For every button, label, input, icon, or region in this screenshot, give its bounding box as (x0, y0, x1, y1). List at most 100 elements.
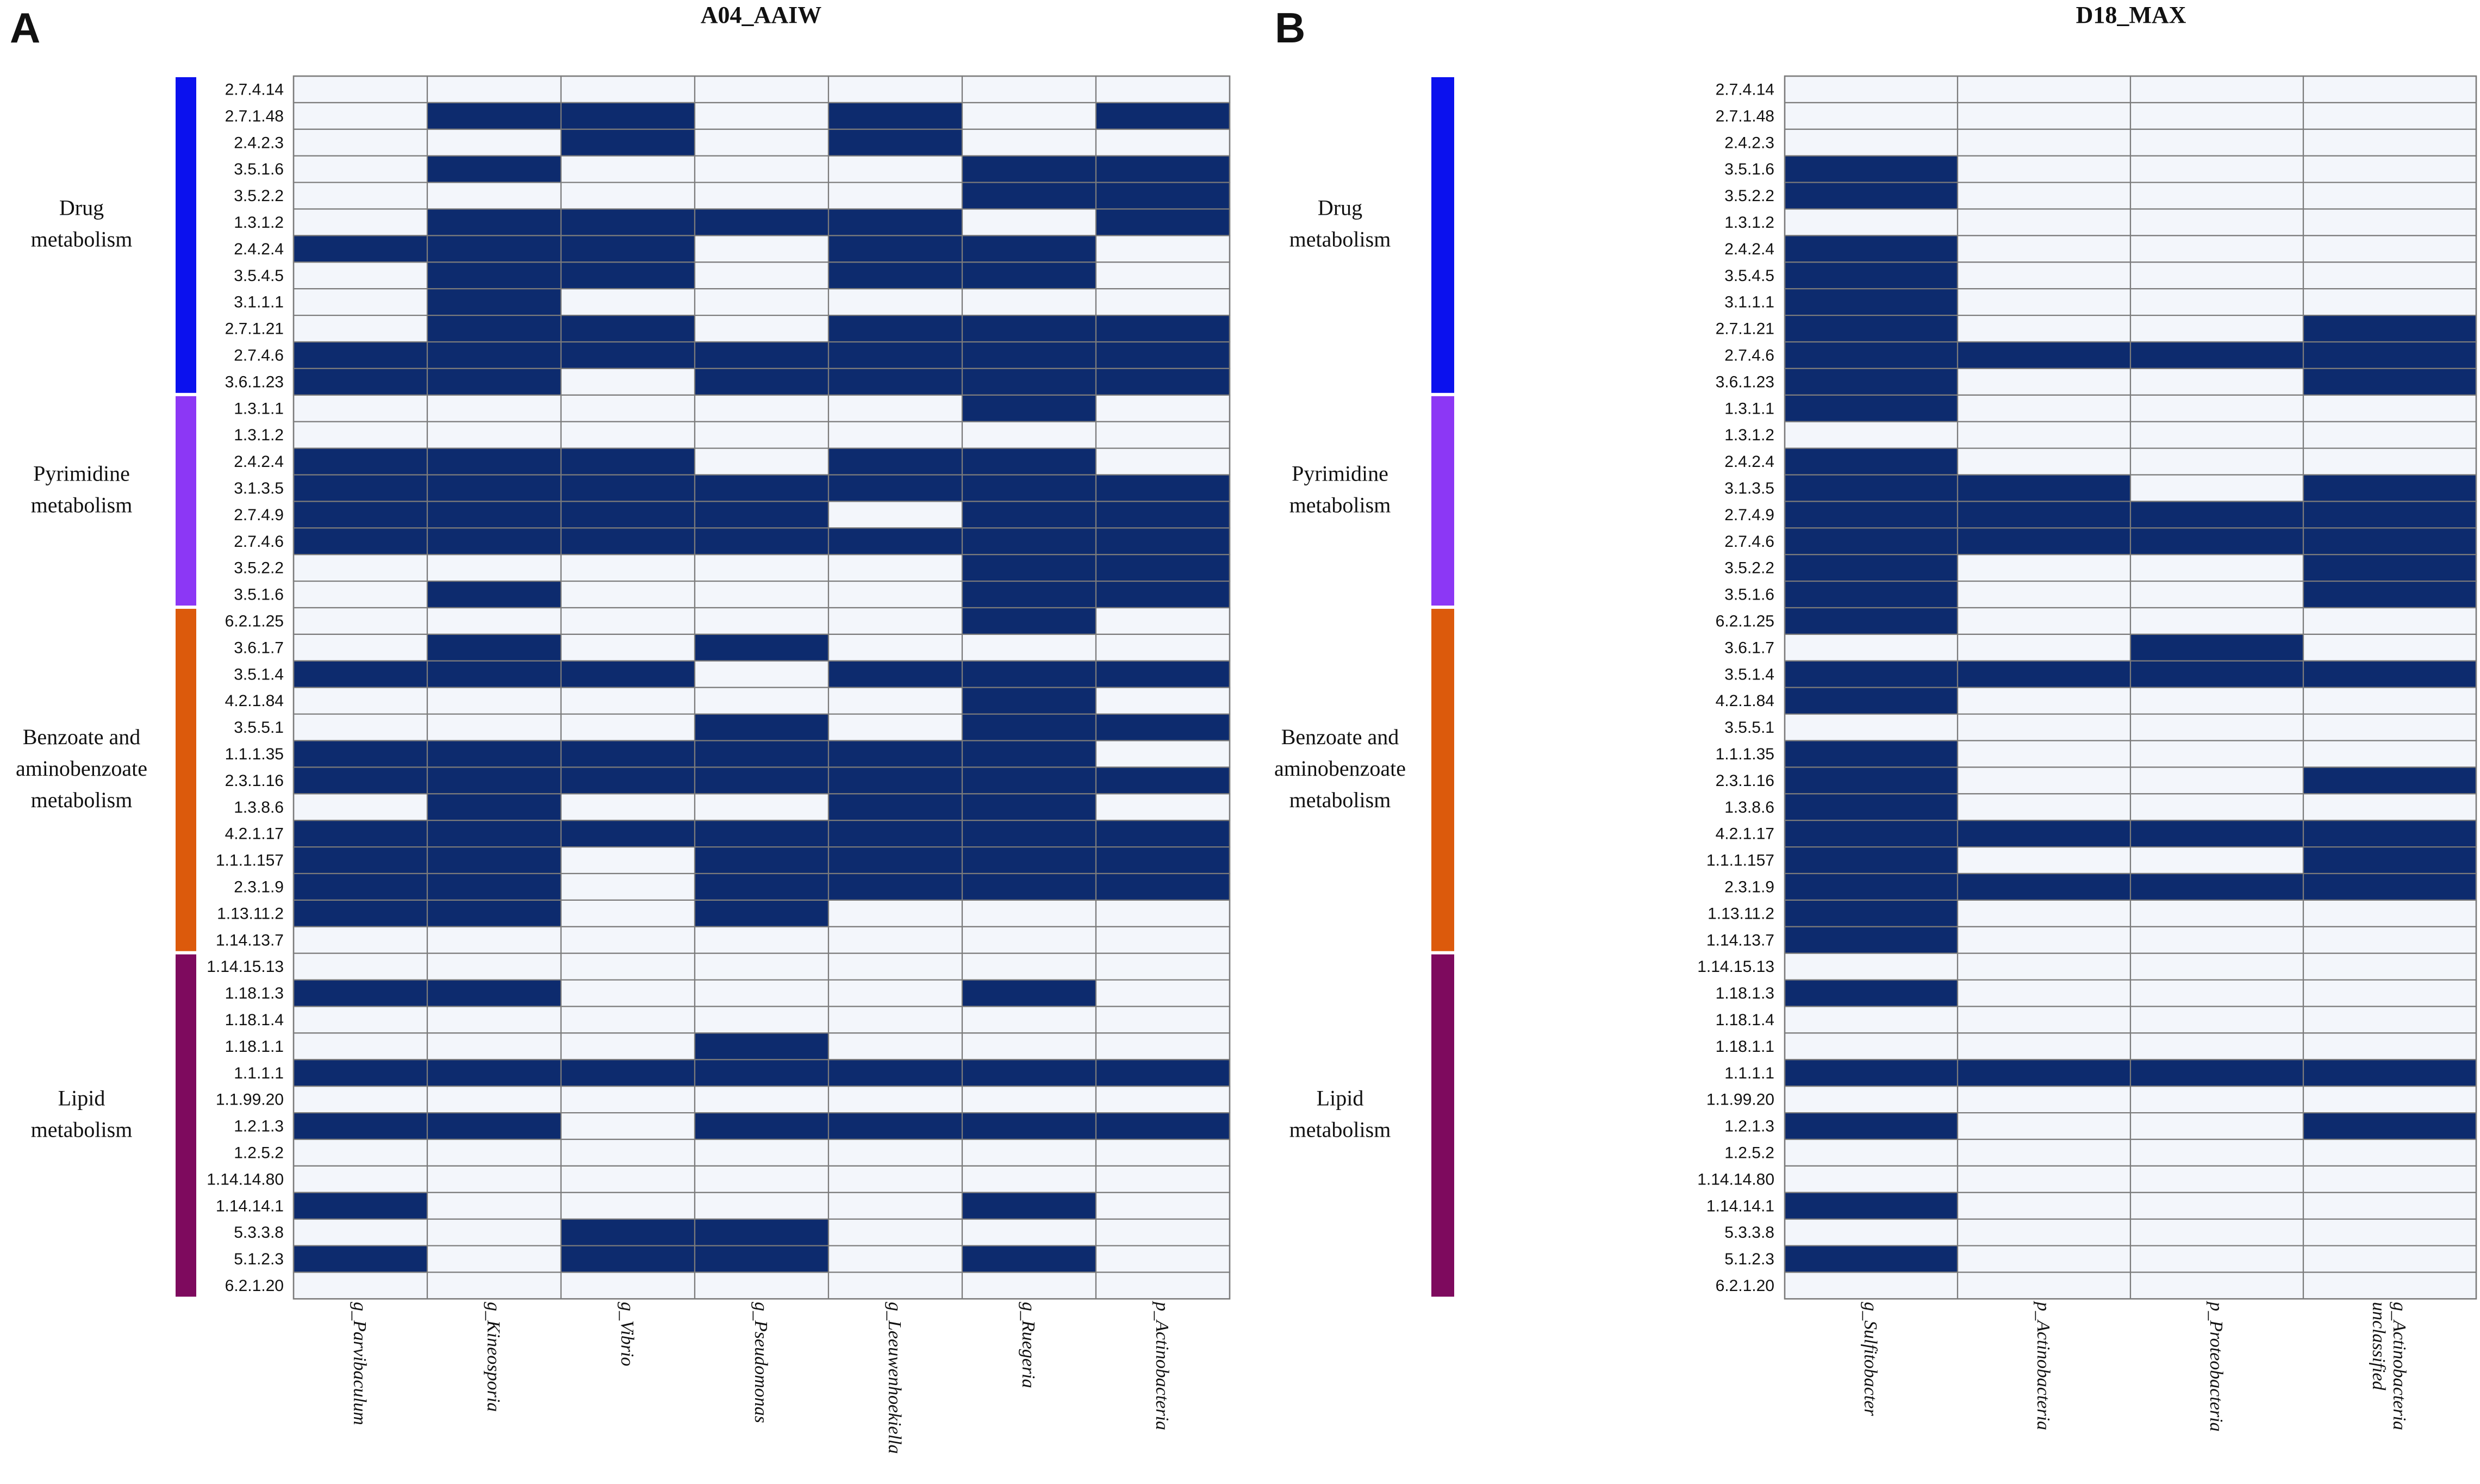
heatmap-cell (2129, 1086, 2304, 1114)
heatmap-cell (2129, 633, 2304, 662)
heatmap-cell (292, 633, 428, 662)
heatmap-cell (827, 75, 963, 104)
heatmap-cell (961, 580, 1097, 609)
heatmap-cell (560, 261, 696, 290)
row-label: 1.1.99.20 (216, 1091, 284, 1109)
heatmap-cell (827, 394, 963, 422)
heatmap-cell (827, 793, 963, 821)
heatmap-cell (2302, 1138, 2477, 1167)
column-label: unclassified (2369, 1302, 2389, 1391)
heatmap-cell (560, 367, 696, 396)
heatmap-cell (2302, 872, 2477, 901)
heatmap-cell (1095, 1138, 1231, 1167)
heatmap-cell (1956, 394, 2132, 422)
heatmap-cell (1956, 208, 2132, 236)
heatmap-cell (1784, 1059, 1959, 1087)
heatmap-cell (961, 979, 1097, 1007)
heatmap-cell (2302, 979, 2477, 1007)
heatmap-cell (1095, 447, 1231, 476)
heatmap-cell (827, 899, 963, 927)
heatmap-cell (2302, 341, 2477, 370)
heatmap-cell (1095, 527, 1231, 556)
heatmap-cell (560, 793, 696, 821)
heatmap-cell (961, 288, 1097, 316)
heatmap-cell (1095, 421, 1231, 449)
column-label: g_Sulfitobacter (1860, 1302, 1880, 1416)
row-label: 1.3.1.2 (234, 214, 284, 232)
heatmap-cell (1956, 235, 2132, 263)
heatmap-cell (1095, 1165, 1231, 1193)
heatmap-cell (2129, 367, 2304, 396)
row-label: 2.7.4.9 (234, 506, 284, 524)
heatmap-cell (694, 447, 830, 476)
heatmap-cell (1956, 580, 2132, 609)
heatmap-cell (827, 633, 963, 662)
panel-a: A A04_AAIW 2.7.4.14 2.7.1.48 2.4.2.3 3.5.1.6 3… (10, 2, 1231, 1454)
heatmap-cell (2302, 1165, 2477, 1193)
heatmap-cell (1784, 394, 1959, 422)
heatmap-cell (1784, 952, 1959, 981)
heatmap-cell (961, 1192, 1097, 1220)
heatmap-cell (2129, 607, 2304, 635)
heatmap-cell (827, 713, 963, 741)
heatmap-cell (827, 1218, 963, 1246)
heatmap-cell (694, 527, 830, 556)
heatmap-cell (1956, 899, 2132, 927)
heatmap-cell (292, 554, 428, 582)
heatmap-cell (827, 687, 963, 715)
row-label: 1.14.14.80 (207, 1170, 284, 1188)
heatmap-cell (1956, 447, 2132, 476)
heatmap-cell (1095, 872, 1231, 901)
heatmap-cell (560, 1192, 696, 1220)
heatmap-cell (292, 314, 428, 343)
heatmap-cell (827, 447, 963, 476)
heatmap-cell (2302, 1218, 2477, 1246)
heatmap-cell (2129, 1138, 2304, 1167)
row-label: 1.18.1.3 (225, 984, 284, 1002)
heatmap-cell (961, 633, 1097, 662)
heatmap-cell (1095, 75, 1231, 104)
heatmap-cell (2302, 766, 2477, 795)
heatmap-cell (2129, 872, 2304, 901)
heatmap-cell (1956, 288, 2132, 316)
heatmap-cell (961, 1059, 1097, 1087)
heatmap-cell (1784, 1032, 1959, 1061)
heatmap-cell (694, 846, 830, 875)
heatmap-cell (2129, 766, 2304, 795)
heatmap-cell (2302, 740, 2477, 768)
heatmap-cell (560, 102, 696, 130)
heatmap-cell (1095, 1032, 1231, 1061)
heatmap-cell (694, 607, 830, 635)
heatmap-cell (1956, 1245, 2132, 1273)
heatmap-cell (827, 580, 963, 609)
heatmap-cell (827, 1086, 963, 1114)
heatmap-cell (426, 1218, 562, 1246)
row-label: 3.5.1.6 (234, 160, 284, 178)
heatmap-cell (1095, 660, 1231, 688)
heatmap-cell (2302, 1112, 2477, 1140)
heatmap-cell (2129, 554, 2304, 582)
heatmap-cell (827, 740, 963, 768)
heatmap-cell (1956, 713, 2132, 741)
heatmap-cell (2302, 102, 2477, 130)
heatmap-cell (2129, 687, 2304, 715)
heatmap-cell (827, 846, 963, 875)
heatmap-cell (1956, 687, 2132, 715)
heatmap-cell (1956, 341, 2132, 370)
heatmap-cell (560, 1245, 696, 1273)
heatmap-cell (1784, 1138, 1959, 1167)
row-label: 1.13.11.2 (1708, 905, 1774, 922)
heatmap-cell (1784, 846, 1959, 875)
heatmap-cell (426, 261, 562, 290)
row-label: 2.7.4.6 (1724, 533, 1774, 551)
heatmap-cell (694, 1192, 830, 1220)
heatmap-cell (827, 421, 963, 449)
row-label: 3.1.3.5 (234, 479, 284, 497)
heatmap-cell (2302, 687, 2477, 715)
heatmap-cell (426, 1192, 562, 1220)
column-label: p_Actinobacteria (2033, 1301, 2053, 1430)
heatmap-cell (292, 899, 428, 927)
heatmap-cell (1956, 501, 2132, 529)
row-label: 1.14.14.1 (216, 1197, 284, 1215)
heatmap-cell (961, 660, 1097, 688)
